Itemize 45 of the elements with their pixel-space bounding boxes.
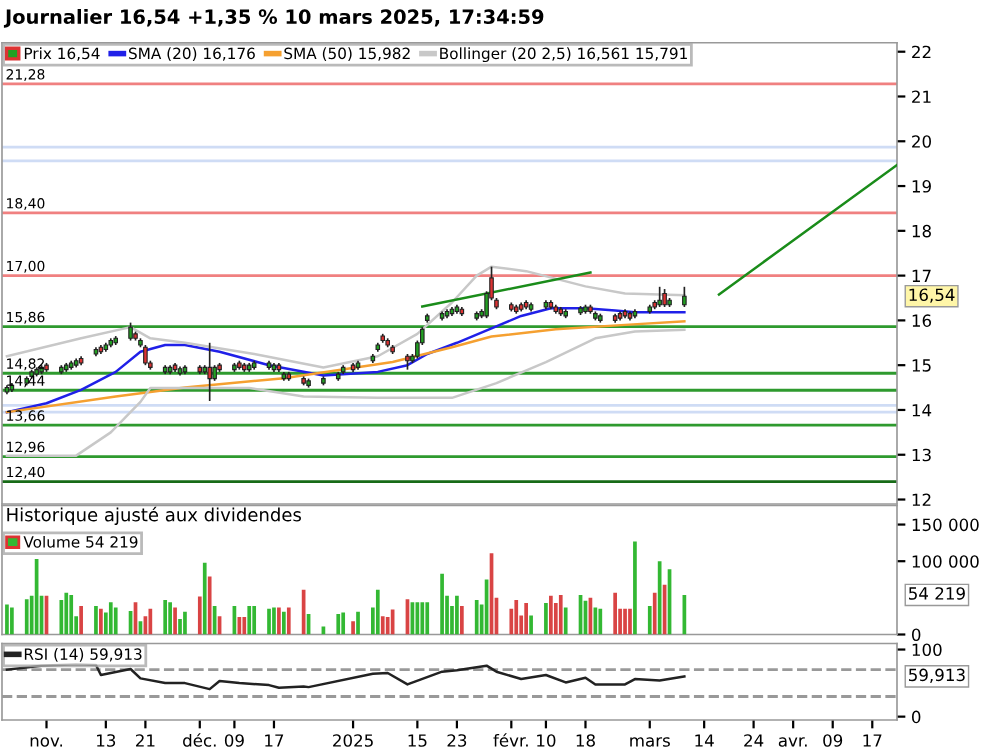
x-tick-label: 23 — [447, 734, 467, 747]
x-tick-label: 21 — [136, 734, 155, 747]
candlestick — [682, 285, 687, 308]
x-tick-label: mars — [630, 737, 670, 747]
candlestick — [143, 344, 148, 367]
y-tick-label: 0 — [911, 628, 921, 642]
y-tick-label: 14 — [912, 404, 932, 417]
x-tick-label: 24 — [744, 734, 764, 747]
y-tick-label: 19 — [912, 180, 931, 193]
y-tick-label: 22 — [912, 45, 931, 59]
line-series — [5, 663, 686, 691]
text: 54 219 — [909, 587, 965, 600]
chart-title: Journalier 16,54 +1,35 % 10 mars 2025, 17:34:59 — [3, 9, 544, 28]
x-tick-label: 2025 — [333, 734, 373, 747]
y-tick-label: 17 — [912, 269, 931, 282]
x-tick-label: 15 — [408, 734, 427, 747]
y-tick-label: 15 — [912, 359, 931, 372]
x-tick-label: 09 — [224, 734, 244, 747]
y-tick-label: 100 — [912, 643, 942, 657]
x-tick-label: 17 — [863, 734, 882, 747]
y-tick-label: 21 — [912, 90, 931, 103]
annotation: Historique ajusté aux dividendes — [7, 506, 301, 525]
y-tick-label: 12 — [912, 493, 931, 506]
candlestick — [657, 285, 662, 308]
x-tick-label: 10 — [537, 734, 556, 747]
y-tick-label: 20 — [912, 135, 931, 148]
y-tick-label: 150 000 — [912, 518, 979, 532]
line-series — [5, 328, 686, 457]
x-tick-label: févr. — [493, 733, 528, 747]
x-tick-label: 13 — [97, 734, 116, 747]
y-tick-label: 18 — [912, 224, 931, 238]
y-tick-label: 13 — [912, 448, 931, 462]
x-tick-label: déc. — [183, 733, 216, 747]
text: 59,913 — [909, 668, 965, 683]
x-tick-label: avr. — [778, 737, 807, 747]
x-tick-label: nov. — [30, 737, 63, 747]
text: 16,54 — [909, 288, 955, 303]
candlestick — [207, 341, 212, 402]
x-tick-label: 17 — [265, 734, 284, 747]
x-tick-label: 18 — [576, 734, 595, 747]
x-tick-label: 09 — [823, 734, 843, 747]
x-tick-label: 14 — [695, 734, 714, 747]
y-tick-label: 16 — [912, 314, 932, 327]
y-tick-label: 100 000 — [912, 555, 979, 568]
y-tick-label: 0 — [911, 710, 921, 724]
